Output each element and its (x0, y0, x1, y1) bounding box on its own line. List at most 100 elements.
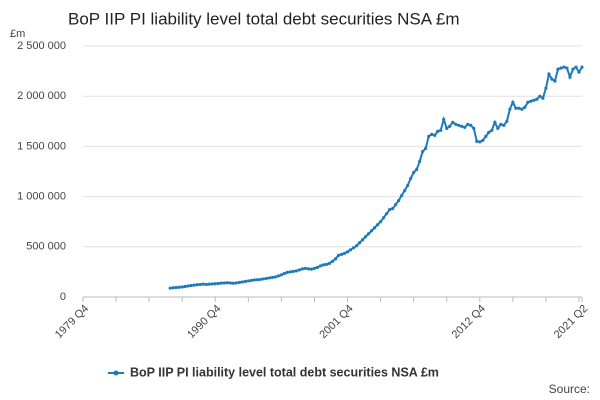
data-point (421, 149, 425, 154)
data-point (285, 270, 290, 275)
data-point (177, 285, 181, 289)
data-point (171, 286, 175, 290)
data-point (412, 170, 416, 175)
chart-title: BoP IIP PI liability level total debt se… (68, 9, 460, 28)
data-point (466, 122, 470, 126)
data-point (351, 246, 356, 250)
data-point (454, 122, 458, 126)
data-point (511, 100, 515, 104)
source: Source: (549, 382, 590, 396)
data-point (225, 281, 229, 285)
y-axis-label: £m (10, 28, 25, 40)
data-point (342, 251, 347, 255)
data-point (273, 275, 277, 279)
x-tick-label: 2012 Q4 (450, 303, 488, 341)
data-point (505, 119, 509, 123)
data-point (264, 276, 268, 281)
data-point (580, 65, 584, 69)
data-point (484, 134, 488, 138)
x-tick-label: 2001 Q4 (317, 303, 355, 341)
data-point (496, 126, 500, 130)
data-point (514, 106, 518, 110)
data-point (520, 107, 524, 111)
y-tick-label: 500 000 (26, 241, 66, 253)
data-point (210, 282, 214, 286)
data-point (372, 226, 377, 230)
data-point (276, 274, 280, 278)
data-point (222, 281, 226, 285)
data-point (568, 75, 572, 79)
data-point (472, 126, 476, 130)
data-point (261, 277, 265, 281)
data-point (577, 70, 581, 74)
data-point (195, 283, 199, 287)
data-point (406, 183, 410, 188)
data-point (460, 124, 464, 128)
data-point (544, 86, 548, 90)
data-point (312, 266, 317, 270)
data-point (532, 98, 536, 102)
data-point (333, 257, 338, 261)
data-point (493, 120, 497, 124)
data-point (357, 241, 362, 245)
data-point (252, 278, 256, 282)
data-point (526, 100, 530, 104)
y-tick-label: 2 000 000 (17, 90, 66, 102)
data-point (565, 66, 569, 70)
data-point (291, 269, 296, 273)
data-point (499, 122, 503, 126)
data-point (397, 199, 401, 203)
data-point (198, 282, 202, 287)
data-point (403, 188, 407, 193)
data-point (538, 94, 542, 98)
y-tick-label: 2 500 000 (17, 40, 66, 52)
data-point (279, 273, 283, 277)
data-point (186, 284, 190, 288)
data-point (556, 67, 560, 71)
data-point (547, 72, 551, 76)
data-point (309, 267, 314, 271)
data-point (360, 238, 365, 242)
data-point (385, 212, 389, 216)
data-point (183, 284, 187, 289)
data-point (234, 281, 238, 285)
data-point (174, 285, 178, 290)
data-point (490, 128, 494, 132)
data-point (508, 107, 512, 111)
data-point (445, 126, 449, 130)
data-point (463, 125, 467, 129)
data-point (523, 105, 527, 109)
data-point (300, 267, 305, 271)
data-point (249, 278, 253, 283)
data-point (168, 286, 172, 290)
data-point (369, 229, 374, 233)
data-point (442, 117, 446, 121)
data-point (180, 285, 184, 289)
data-point (457, 123, 461, 127)
data-point (391, 207, 395, 211)
data-point (541, 96, 545, 100)
data-point (475, 139, 479, 143)
data-point (315, 265, 320, 269)
data-point (409, 176, 413, 181)
data-point (255, 278, 259, 282)
data-point (535, 97, 539, 101)
data-point (246, 279, 250, 283)
data-point (571, 67, 575, 71)
y-tick-label: 1 500 000 (17, 140, 66, 152)
y-tick-label: 0 (60, 291, 66, 303)
data-point (339, 252, 344, 256)
data-point (258, 277, 262, 282)
data-point (451, 120, 455, 124)
data-point (231, 281, 235, 285)
data-point (321, 263, 326, 267)
x-tick-label: 1990 Q4 (185, 303, 223, 341)
data-point (415, 167, 419, 172)
data-point (240, 280, 244, 284)
data-point (327, 261, 332, 265)
data-point (448, 124, 452, 128)
data-point (330, 259, 335, 263)
data-point (336, 253, 341, 257)
legend-marker (113, 370, 119, 376)
